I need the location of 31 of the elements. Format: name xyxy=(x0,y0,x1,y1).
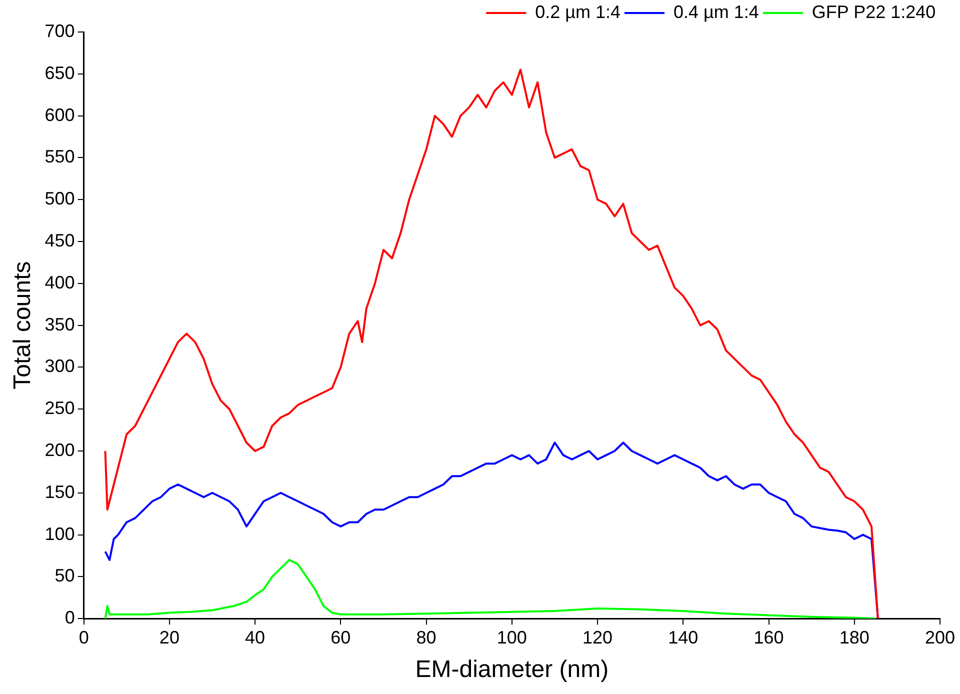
x-axis-title: EM-diameter (nm) xyxy=(415,656,609,684)
x-tick-label: 140 xyxy=(668,627,698,648)
y-tick-label: 50 xyxy=(54,566,75,586)
y-tick-label: 300 xyxy=(44,356,75,376)
legend-label: 0.2 µm 1:4 xyxy=(535,2,621,22)
x-tick-label: 160 xyxy=(754,627,784,648)
legend-label: GFP P22 1:240 xyxy=(812,2,936,22)
y-tick-label: 450 xyxy=(44,230,75,250)
x-tick-label: 100 xyxy=(496,627,527,648)
legend-label: 0.4 µm 1:4 xyxy=(674,2,759,22)
y-tick-label: 600 xyxy=(44,104,75,125)
y-tick-label: 200 xyxy=(44,440,75,460)
x-tick-label: 180 xyxy=(839,627,870,648)
y-tick-label: 150 xyxy=(44,482,75,502)
y-tick-label: 250 xyxy=(44,398,75,418)
x-tick-label: 40 xyxy=(245,627,266,648)
y-axis-title: Total counts xyxy=(9,261,36,390)
y-tick-label: 650 xyxy=(44,62,75,83)
y-tick-label: 550 xyxy=(44,146,75,167)
y-tick-label: 700 xyxy=(44,20,75,41)
y-tick-label: 500 xyxy=(44,188,75,209)
y-tick-label: 0 xyxy=(64,608,75,628)
x-tick-label: 200 xyxy=(924,627,956,648)
x-tick-label: 80 xyxy=(416,627,436,648)
y-tick-label: 400 xyxy=(44,272,75,292)
x-tick-label: 0 xyxy=(78,627,89,648)
y-tick-label: 350 xyxy=(44,314,75,334)
y-tick-label: 100 xyxy=(44,524,75,544)
x-tick-label: 60 xyxy=(330,627,351,648)
x-tick-label: 20 xyxy=(159,627,180,648)
x-tick-label: 120 xyxy=(582,627,613,648)
